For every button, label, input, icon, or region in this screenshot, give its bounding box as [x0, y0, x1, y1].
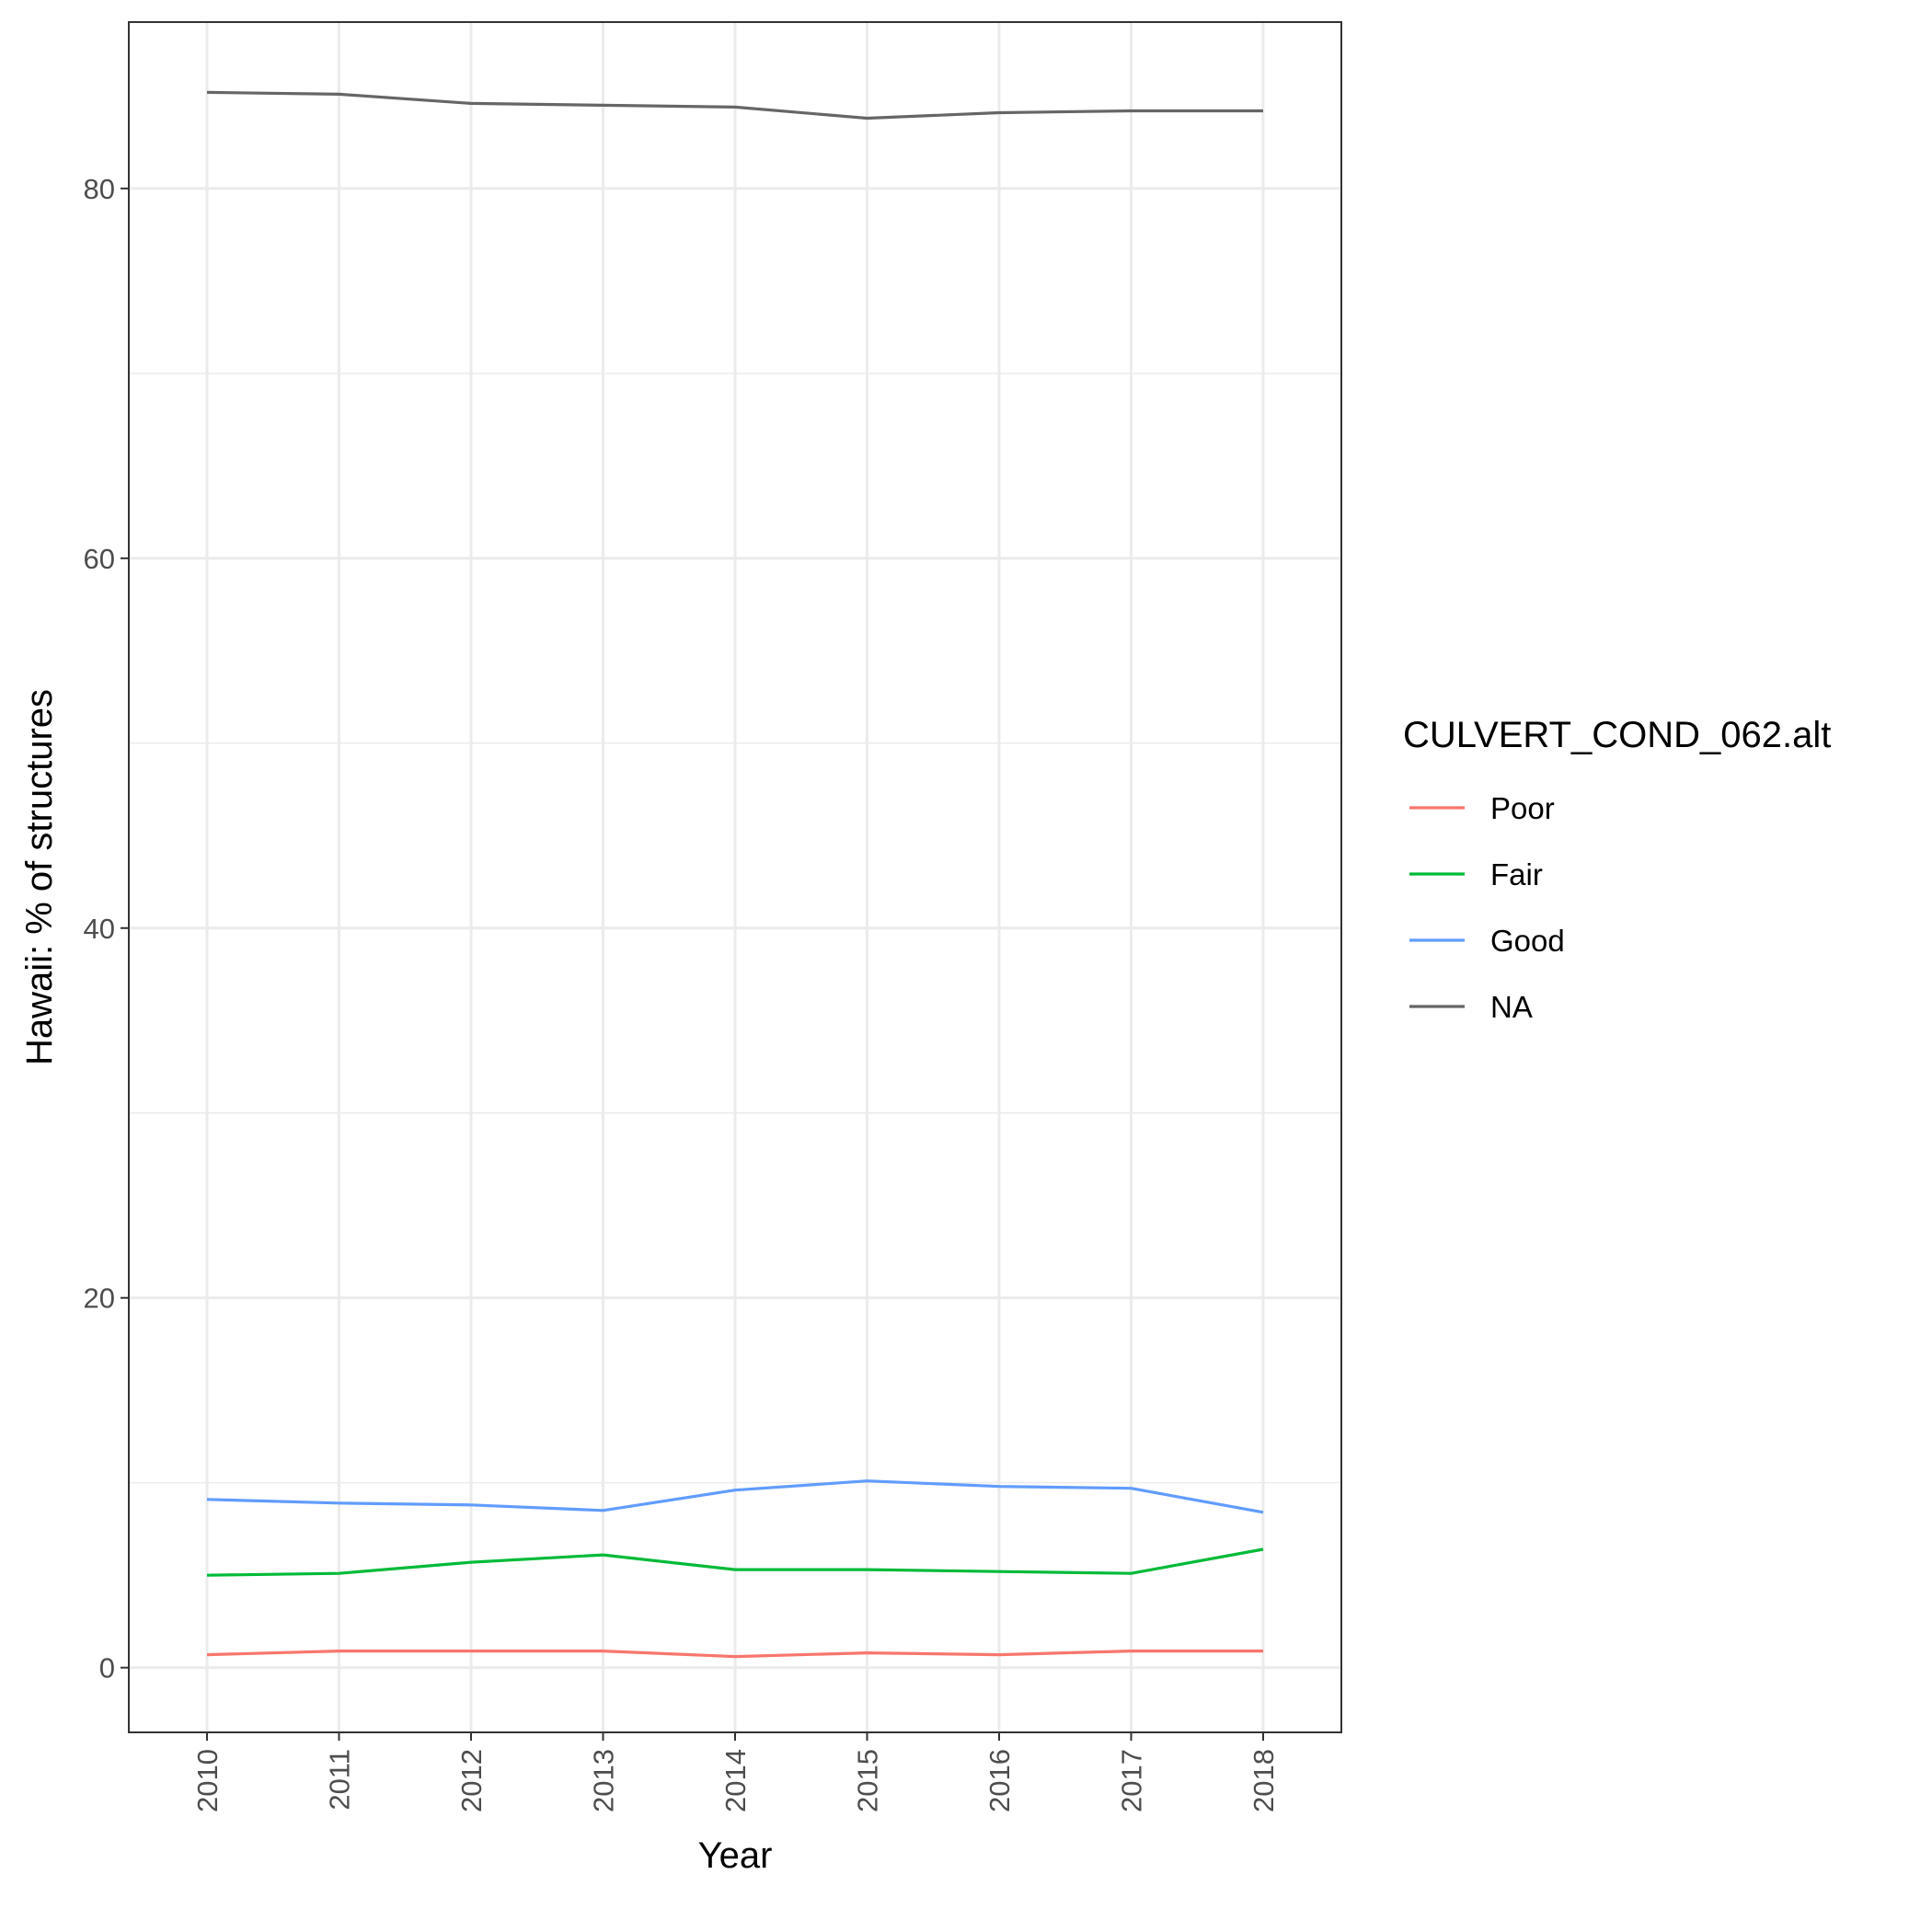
major-gridlines: [129, 22, 1341, 1732]
x-axis-title: Year: [698, 1835, 773, 1876]
legend-title: CULVERT_COND_062.alt: [1403, 715, 1831, 755]
y-tick-label: 40: [84, 913, 115, 945]
legend-items: Poor Fair Good NA: [1409, 791, 1565, 1024]
x-tick-label: 2016: [983, 1749, 1016, 1812]
series-line-good: [206, 1479, 1264, 1514]
x-tick-label: 2011: [324, 1749, 356, 1811]
legend-label-fair: Fair: [1490, 857, 1543, 891]
series-line-na: [206, 90, 1263, 121]
x-tick-label: 2013: [588, 1749, 620, 1812]
x-tick-label: 2014: [719, 1749, 752, 1812]
y-tick-label: 80: [84, 173, 115, 205]
x-tick-label: 2010: [191, 1749, 224, 1812]
x-tick-label: 2018: [1248, 1749, 1280, 1812]
legend-label-good: Good: [1490, 924, 1565, 958]
y-axis: 0 20 40 60 80: [84, 173, 129, 1685]
y-tick-label: 20: [84, 1282, 115, 1315]
legend: CULVERT_COND_062.alt Poor Fair Good NA: [1403, 715, 1831, 1024]
x-axis: 2010 2011 2012 2013 2014 2015 2016 2017 2018: [191, 1732, 1280, 1812]
series-line-poor: [206, 1649, 1263, 1659]
y-axis-title: Hawaii: % of structures: [19, 689, 60, 1065]
x-tick-label: 2015: [852, 1749, 884, 1812]
y-tick-label: 0: [99, 1652, 115, 1685]
x-tick-label: 2012: [455, 1749, 488, 1812]
y-tick-label: 60: [84, 543, 115, 575]
series-lines: [206, 90, 1264, 1659]
series-line-fair: [206, 1547, 1264, 1577]
legend-label-na: NA: [1490, 990, 1533, 1024]
legend-label-poor: Poor: [1490, 791, 1555, 825]
x-tick-label: 2017: [1116, 1749, 1148, 1812]
